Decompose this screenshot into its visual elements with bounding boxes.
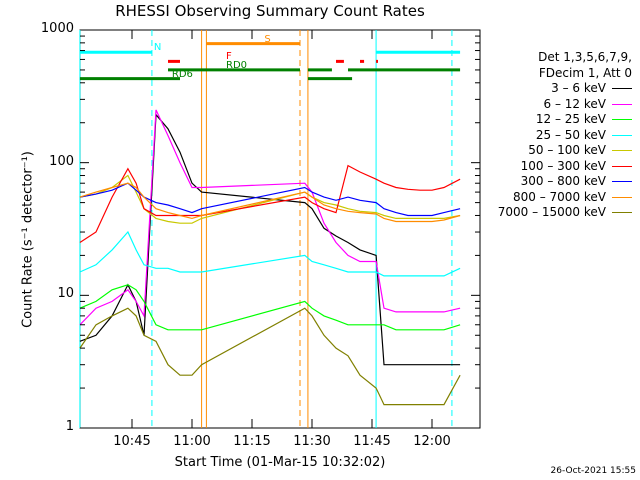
chart-title: RHESSI Observing Summary Count Rates [115,2,425,20]
series-lines [79,109,461,406]
legend-entry-4: 50 – 100 keV [498,143,632,159]
y-tick-label-0: 1 [65,419,74,434]
legend-entry-label-6: 300 – 800 keV [520,174,606,188]
legend-swatch-3 [612,134,632,136]
state-bar-label-1: F [226,51,232,63]
series-line-1 [79,109,461,326]
legend-entry-3: 25 – 50 keV [498,128,632,144]
legend-swatch-1 [612,103,632,105]
legend-entry-8: 7000 – 15000 keV [498,205,632,221]
series-line-6 [79,182,461,217]
legend-entry-6: 300 – 800 keV [498,174,632,190]
legend-entry-label-5: 100 – 300 keV [520,158,606,173]
x-tick-label-0: 10:45 [113,434,151,449]
legend-entry-2: 12 – 25 keV [498,112,632,128]
state-bar-label-4: RD6 [171,68,193,80]
legend-entry-5: 100 – 300 keV [498,159,632,175]
x-tick-label-2: 11:15 [233,434,271,449]
legend-swatch-4 [612,150,632,152]
legend-swatch-8 [612,212,632,214]
legend-entry-label-4: 50 – 100 keV [528,143,606,157]
x-tick-label-4: 11:45 [353,434,391,449]
series-line-7 [79,182,461,223]
x-tick-label-1: 11:00 [173,434,211,449]
plot-frame [79,29,481,429]
legend-entry-label-0: 3 – 6 keV [551,81,606,95]
state-bar-label-2: S [264,33,271,45]
legend: Det 1,3,5,6,7,9, FDecim 1, Att 0 3 – 6 k… [498,50,632,221]
x-tick-label-5: 12:00 [413,434,451,449]
series-line-3 [79,230,461,277]
y-tick-label-3: 1000 [40,21,74,36]
legend-header-line-1: Det 1,3,5,6,7,9, [538,50,632,64]
legend-swatch-7 [612,196,632,198]
legend-swatch-2 [612,119,632,121]
legend-swatch-0 [612,88,632,90]
legend-entry-0: 3 – 6 keV [498,81,632,97]
state-bar-label-3: RD0 [226,59,248,71]
x-axis-label: Start Time (01-Mar-15 10:32:02) [174,455,386,470]
vertical-markers [79,30,453,428]
legend-entry-label-2: 12 – 25 keV [535,112,606,126]
y-tick-label-2: 100 [49,153,74,169]
legend-swatch-5 [612,165,632,167]
x-tick-label-3: 11:30 [293,434,331,449]
series-line-8 [79,307,461,406]
axis-ticks [80,30,480,429]
legend-header-line-2: FDecim 1, Att 0 [538,65,632,80]
legend-entry-label-1: 6 – 12 keV [543,96,606,111]
state-bars [79,42,461,81]
series-line-5 [79,164,461,244]
legend-entry-1: 6 – 12 keV [498,97,632,113]
timestamp: 26-Oct-2021 15:55 [550,466,636,476]
y-tick-label-1: 10 [57,286,74,302]
legend-entry-7: 800 – 7000 keV [498,190,632,206]
series-line-2 [79,284,461,331]
state-bar-label-0: N [153,42,162,54]
legend-entry-label-7: 800 – 7000 keV [513,189,606,204]
legend-swatch-6 [612,181,632,183]
y-axis-label: Count Rate (s⁻¹ detector⁻¹) [20,151,36,328]
legend-entry-label-8: 7000 – 15000 keV [497,205,606,219]
legend-entry-label-3: 25 – 50 keV [535,127,606,142]
